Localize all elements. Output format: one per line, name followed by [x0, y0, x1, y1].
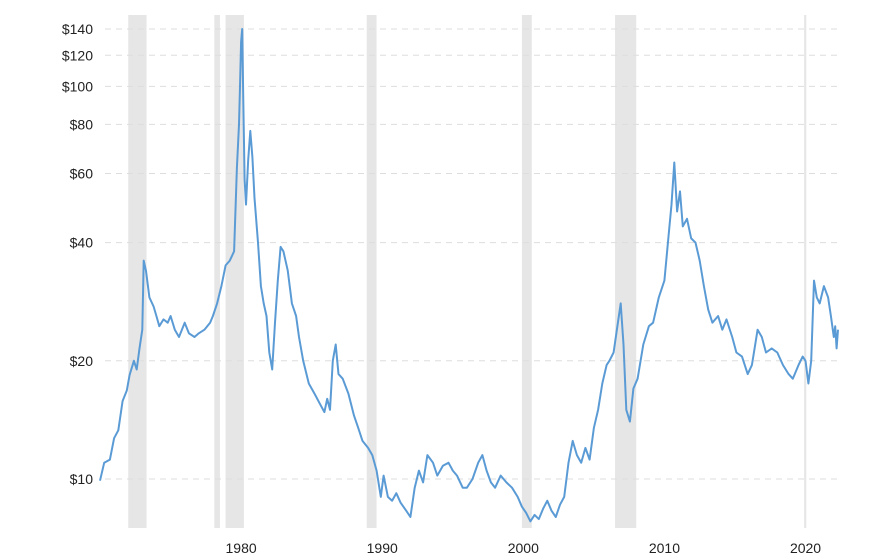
series-group — [99, 28, 839, 523]
x-tick-label: 2010 — [649, 540, 680, 556]
recession-band — [128, 15, 147, 528]
x-axis: 1980 1990 2000 2010 2020 — [226, 540, 822, 556]
x-tick-label: 2000 — [508, 540, 539, 556]
y-tick-label: $40 — [70, 235, 94, 251]
recession-band — [615, 15, 637, 528]
recession-band — [214, 15, 220, 528]
recession-band — [225, 15, 244, 528]
x-tick-label: 1990 — [367, 540, 398, 556]
y-tick-label: $20 — [70, 353, 94, 369]
recession-band — [804, 15, 807, 528]
price-line — [99, 28, 839, 523]
y-tick-label: $10 — [70, 471, 94, 487]
y-tick-label: $120 — [62, 47, 93, 63]
y-axis: $10 $20 $40 $60 $80 $100 $120 $140 — [62, 21, 93, 487]
y-tick-label: $100 — [62, 78, 93, 94]
recession-band — [521, 15, 532, 528]
y-tick-label: $80 — [70, 116, 94, 132]
y-tick-label: $140 — [62, 21, 93, 37]
y-tick-label: $60 — [70, 165, 94, 181]
recession-bands — [128, 15, 807, 528]
recession-band — [366, 15, 377, 528]
x-tick-label: 2020 — [790, 540, 821, 556]
x-tick-label: 1980 — [226, 540, 257, 556]
